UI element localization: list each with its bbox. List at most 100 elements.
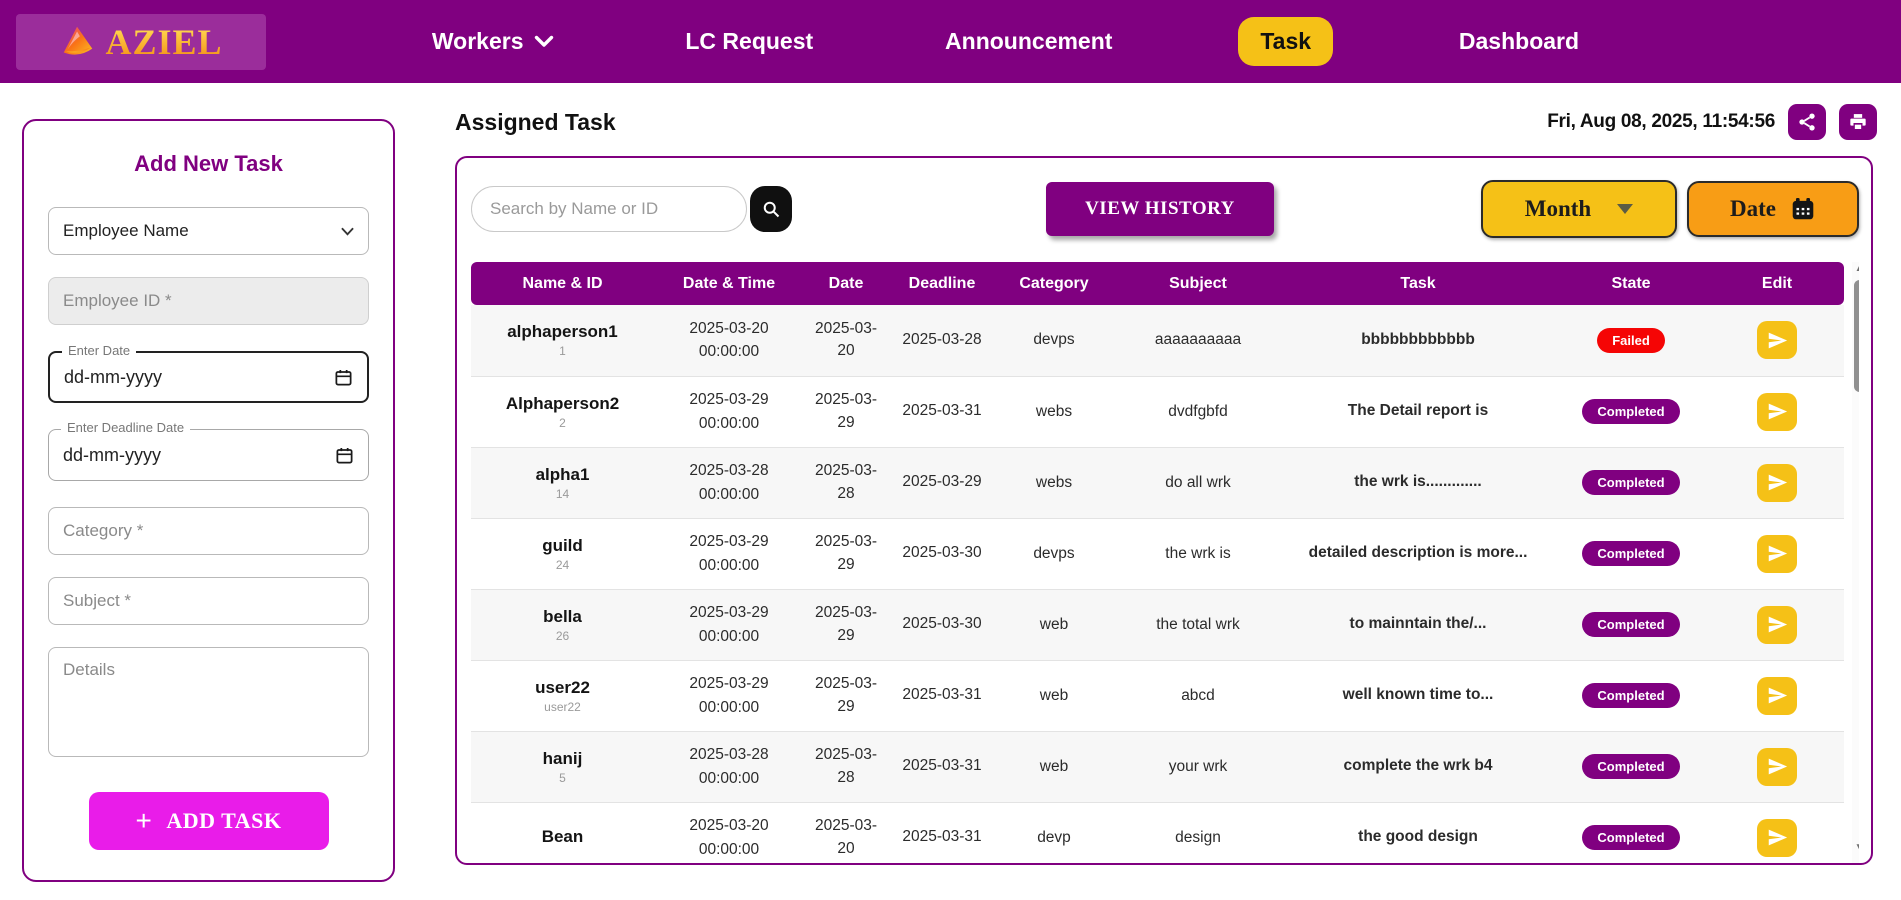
edit-task-button[interactable] — [1757, 534, 1797, 573]
date-filter-label: Date — [1730, 196, 1776, 221]
cell-category: devps — [996, 518, 1112, 590]
edit-task-button[interactable] — [1757, 818, 1797, 857]
cell-task: detailed description is more... — [1284, 518, 1552, 590]
edit-task-button[interactable] — [1757, 676, 1797, 715]
edit-task-button[interactable] — [1757, 747, 1797, 786]
cell-datetime: 2025-03-20 00:00:00 — [654, 802, 804, 863]
plus-icon: + — [135, 805, 153, 836]
calendar-icon[interactable] — [334, 368, 353, 387]
status-badge: Failed — [1597, 327, 1665, 353]
scroll-up-icon[interactable]: ▲ — [1852, 262, 1859, 276]
month-filter-button[interactable]: Month — [1481, 180, 1677, 238]
cell-category: webs — [996, 376, 1112, 448]
status-badge: Completed — [1582, 470, 1680, 495]
column-header: State — [1552, 262, 1710, 305]
send-icon — [1767, 614, 1788, 635]
assigned-task-table: Name & ID Date & Time Date Deadline Category… — [471, 262, 1844, 863]
nav-item-lc-request[interactable]: LC Request — [679, 18, 819, 65]
cell-subject: design — [1112, 802, 1284, 863]
search-input[interactable] — [471, 186, 747, 232]
scroll-down-icon[interactable]: ▼ — [1852, 841, 1859, 855]
calendar-icon[interactable] — [335, 446, 354, 465]
cell-task: the wrk is............. — [1284, 447, 1552, 519]
cell-subject: do all wrk — [1112, 447, 1284, 519]
status-badge: Completed — [1582, 754, 1680, 779]
send-icon — [1767, 543, 1788, 564]
employee-name: bella — [543, 606, 582, 626]
employee-id: 14 — [555, 486, 570, 501]
subject-field[interactable] — [48, 577, 369, 625]
nav-item-label: LC Request — [685, 28, 814, 54]
cell-category: devp — [996, 802, 1112, 863]
employee-name: alpha1 — [535, 464, 590, 484]
enter-date-field[interactable]: Enter Date dd-mm-yyyy — [48, 343, 369, 403]
cell-subject: abcd — [1112, 660, 1284, 732]
edit-task-button[interactable] — [1757, 605, 1797, 644]
table-row: alphaperson1 1 2025-03-20 00:00:00 2025-03-… — [471, 305, 1844, 377]
scrollbar-thumb[interactable] — [1854, 280, 1859, 392]
nav-item-workers[interactable]: Workers — [426, 18, 560, 65]
employee-name: user22 — [535, 677, 590, 697]
cell-date: 2025-03-28 — [804, 731, 888, 803]
column-header: Name & ID — [471, 262, 654, 305]
edit-task-button[interactable] — [1757, 463, 1797, 502]
share-button[interactable] — [1788, 104, 1826, 140]
cell-datetime: 2025-03-29 00:00:00 — [654, 518, 804, 590]
cell-category: web — [996, 660, 1112, 732]
search-button[interactable] — [750, 186, 792, 232]
send-icon — [1767, 330, 1788, 351]
date-filter-button[interactable]: Date — [1687, 181, 1859, 237]
edit-task-button[interactable] — [1757, 321, 1797, 360]
chevron-down-icon — [534, 35, 554, 48]
employee-name: hanij — [542, 748, 583, 768]
print-button[interactable] — [1839, 104, 1877, 140]
cell-deadline: 2025-03-30 — [888, 518, 996, 590]
table-row: Alphaperson2 2 2025-03-29 00:00:00 2025-03-… — [471, 376, 1844, 448]
view-history-button[interactable]: VIEW HISTORY — [1046, 182, 1274, 236]
caret-down-icon — [1617, 204, 1634, 214]
nav-item-dashboard[interactable]: Dashboard — [1453, 18, 1585, 65]
nav-item-task[interactable]: Task — [1238, 17, 1334, 66]
cell-datetime: 2025-03-28 00:00:00 — [654, 731, 804, 803]
cell-date: 2025-03-20 — [804, 802, 888, 863]
share-icon — [1797, 112, 1817, 132]
employee-id-field[interactable] — [48, 277, 369, 325]
table-scrollbar[interactable]: ▲ ▼ — [1852, 262, 1859, 863]
cell-subject: your wrk — [1112, 731, 1284, 803]
cell-task: the good design — [1284, 802, 1552, 863]
send-icon — [1767, 827, 1788, 848]
employee-id: 26 — [555, 628, 570, 643]
table-row: alpha1 14 2025-03-28 00:00:00 2025-03-28 202… — [471, 447, 1844, 519]
main-content: Assigned Task Fri, Aug 08, 2025, 11:54:5… — [455, 97, 1877, 865]
printer-icon — [1848, 112, 1868, 132]
cell-deadline: 2025-03-28 — [888, 305, 996, 377]
table-header-row: Name & ID Date & Time Date Deadline Category… — [471, 262, 1844, 305]
send-icon — [1767, 472, 1788, 493]
employee-name: alphaperson1 — [507, 322, 618, 342]
enter-deadline-date-label: Enter Deadline Date — [61, 420, 191, 435]
cell-date: 2025-03-29 — [804, 376, 888, 448]
cell-task: well known time to... — [1284, 660, 1552, 732]
send-icon — [1767, 756, 1788, 777]
add-task-button[interactable]: + ADD TASK — [88, 792, 329, 850]
select-chevron-icon — [341, 227, 354, 236]
status-badge: Completed — [1582, 612, 1680, 637]
cell-deadline: 2025-03-30 — [888, 589, 996, 661]
cell-deadline: 2025-03-31 — [888, 660, 996, 732]
nav-items: Workers LC Request Announcement Task Dashboa… — [266, 17, 1885, 66]
details-field[interactable] — [48, 647, 369, 757]
employee-name-selected-value: Employee Name — [63, 221, 189, 240]
employee-name: guild — [542, 535, 583, 555]
edit-task-button[interactable] — [1757, 392, 1797, 431]
enter-deadline-date-field[interactable]: Enter Deadline Date dd-mm-yyyy — [48, 420, 369, 481]
employee-name-select[interactable]: Employee Name — [48, 207, 369, 255]
category-field[interactable] — [48, 507, 369, 555]
cell-subject: the total wrk — [1112, 589, 1284, 661]
column-header: Date & Time — [654, 262, 804, 305]
employee-id: 5 — [559, 770, 566, 785]
brand-name: AZIEL — [105, 21, 223, 62]
nav-item-announcement[interactable]: Announcement — [939, 18, 1118, 65]
brand-logo[interactable]: AZIEL — [16, 13, 266, 70]
cell-date: 2025-03-29 — [804, 589, 888, 661]
cell-category: devps — [996, 305, 1112, 377]
